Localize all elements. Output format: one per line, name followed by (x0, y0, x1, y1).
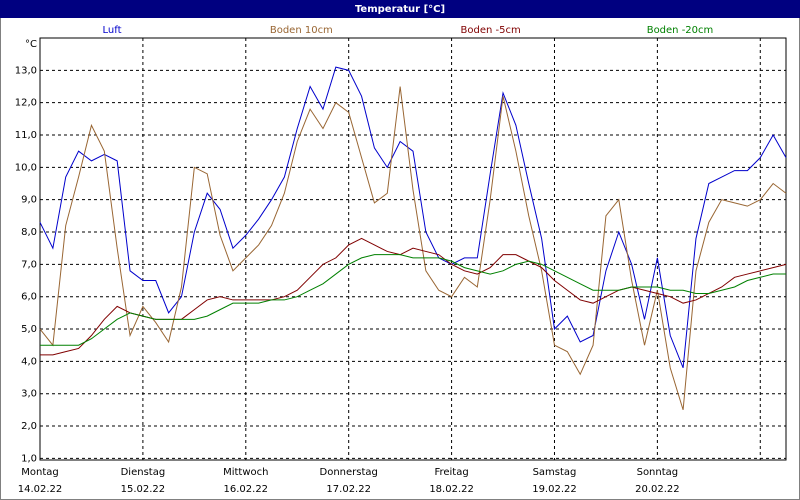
title-bar (0, 0, 800, 18)
x-tick-date: 19.02.22 (532, 484, 577, 495)
y-tick-label: 5,0 (21, 324, 37, 335)
series-line (39, 86, 787, 411)
x-tick-date: 16.02.22 (224, 484, 269, 495)
legend-label: Boden -5cm (461, 25, 521, 36)
y-tick-label: 4,0 (21, 356, 37, 367)
x-tick-date: 14.02.22 (18, 484, 63, 495)
x-tick-label: Donnerstag (320, 467, 378, 478)
x-tick-date: 17.02.22 (326, 484, 371, 495)
series-line (39, 66, 787, 369)
x-tick-label: Montag (21, 467, 58, 478)
legend-label: Boden 10cm (270, 25, 333, 36)
y-tick-label: 10,0 (15, 162, 37, 173)
x-tick-label: Freitag (434, 467, 468, 478)
x-tick-date: 20.02.22 (635, 484, 680, 495)
y-tick-label: 11,0 (15, 130, 37, 141)
y-tick-label: 8,0 (21, 227, 37, 238)
x-tick-label: Dienstag (121, 467, 166, 478)
x-tick-date: 15.02.22 (121, 484, 166, 495)
chart-title: Temperatur [°C] (355, 4, 445, 15)
plot-area (39, 37, 787, 461)
y-tick-label: 9,0 (21, 195, 37, 206)
x-tick-date: 18.02.22 (429, 484, 474, 495)
x-tick-label: Samstag (533, 467, 577, 478)
legend-label: Luft (103, 25, 122, 36)
y-tick-label: 2,0 (21, 421, 37, 432)
y-tick-label: 12,0 (15, 98, 37, 109)
y-unit: °C (25, 39, 37, 50)
x-tick-label: Sonntag (637, 467, 679, 478)
y-tick-label: 3,0 (21, 389, 37, 400)
x-tick-label: Mittwoch (223, 467, 268, 478)
y-tick-label: 6,0 (21, 292, 37, 303)
y-tick-label: 7,0 (21, 259, 37, 270)
legend-label: Boden -20cm (647, 25, 714, 36)
y-tick-label: 1,0 (21, 453, 37, 464)
y-tick-label: 13,0 (15, 65, 37, 76)
series-line (40, 254, 786, 346)
